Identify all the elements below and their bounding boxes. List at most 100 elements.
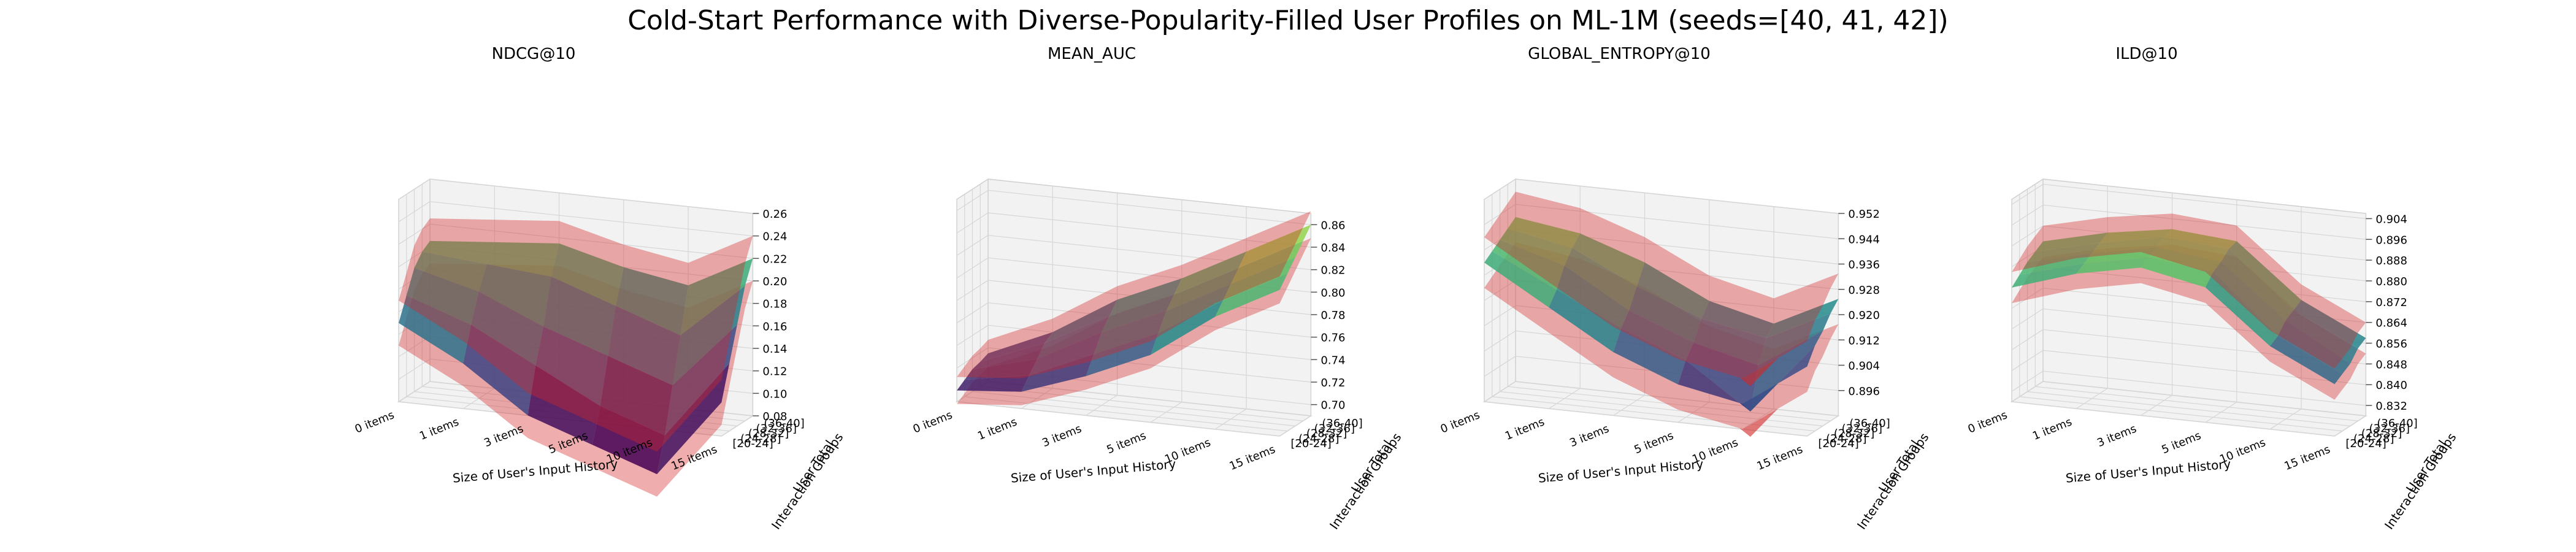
surface-band-face	[1166, 254, 1239, 298]
surface-band-face	[1677, 385, 1750, 437]
gridline	[2042, 183, 2366, 220]
surface-band-face	[478, 241, 551, 304]
x-tick-label: 3 items	[1568, 423, 1611, 450]
surface-band-face	[1549, 264, 1622, 328]
gridline	[429, 223, 753, 259]
surface-mean-face	[1557, 266, 1630, 329]
surface-band-face	[2141, 242, 2214, 272]
z-tick-label: 0.22	[762, 253, 787, 266]
surface-mean-face	[2141, 257, 2214, 288]
x-axis-label: Size of User's Input History	[1010, 456, 1176, 485]
surface-band-face	[616, 244, 689, 313]
surface-mean-face	[1021, 354, 1094, 392]
z-tick-label: 0.82	[1321, 264, 1345, 277]
surface-band-face	[2205, 287, 2278, 362]
surface-mean-face	[1150, 300, 1223, 355]
surface-mean-face	[957, 375, 1030, 392]
surface-mean-face	[1166, 267, 1239, 312]
surface-band-face	[2027, 227, 2100, 247]
surface-band-face	[964, 345, 1037, 367]
surface-mean-face	[2213, 261, 2286, 336]
y-tick-label: (24-28]	[1298, 432, 1339, 445]
panel-title: GLOBAL_ENTROPY@10	[1528, 45, 1711, 63]
surface-mean-face	[972, 342, 1045, 369]
z-tick-label: 0.872	[2375, 296, 2407, 309]
surface-band-face	[535, 304, 608, 384]
gridline	[2035, 386, 2358, 421]
surface-mean-face	[414, 251, 487, 292]
surface-band-face	[2141, 272, 2214, 303]
surface-mean-face	[2164, 229, 2237, 249]
surface-band-face	[2084, 231, 2157, 248]
surface-mean-face	[2156, 237, 2229, 262]
surface-band-face	[2099, 213, 2172, 228]
surface-mean-face	[1758, 313, 1831, 366]
surface-mean-face	[1238, 224, 1311, 268]
surface-band-face	[527, 343, 600, 423]
z-tick-label: 0.904	[1848, 360, 1880, 373]
surface-band-face	[1766, 273, 1839, 313]
surface-band-face	[1742, 320, 1815, 386]
surface-band-face	[2213, 246, 2286, 321]
y-tick-label: [20-24]	[1290, 437, 1331, 450]
surface-band-face	[2035, 217, 2108, 236]
gridline	[1515, 204, 1839, 239]
surface-band-face	[406, 245, 479, 302]
surface-band-face	[1613, 302, 1686, 359]
z-tick-label: 0.70	[1321, 399, 1345, 412]
z-tick-label: 0.24	[762, 231, 787, 243]
z-tick-label: 0.840	[2375, 379, 2407, 392]
z-tick-label: 0.26	[762, 208, 787, 221]
surface-band-face	[2076, 242, 2149, 258]
gridline	[1492, 396, 1815, 432]
surface-band-face	[2149, 231, 2221, 257]
surface-band-face	[600, 333, 673, 413]
surface-mean-face	[1677, 360, 1750, 412]
surface-band-face	[1215, 287, 1288, 331]
z-tick-label: 0.74	[1321, 354, 1345, 367]
surface-band-face	[1029, 318, 1102, 362]
gridline	[987, 381, 1311, 416]
surface-mean-face	[1621, 310, 1694, 361]
surface-mean-face	[1174, 251, 1247, 295]
surface-band-face	[551, 221, 624, 284]
x-tick-label: 1 items	[1503, 415, 1546, 443]
panel-3: GLOBAL_ENTROPY@10 0.896 0.904 0.912 0.920 0.9…	[1439, 45, 1932, 532]
surface-mean-face	[2019, 253, 2092, 275]
x-tick-label: 3 items	[2095, 423, 2138, 450]
surface-mean-face	[1693, 318, 1766, 366]
gridline	[964, 396, 1288, 432]
z-tick-label: 0.848	[2375, 358, 2407, 371]
surface-band-face	[972, 329, 1045, 356]
surface-band-face	[1572, 208, 1645, 261]
gridline	[987, 190, 1311, 225]
surface-band-face	[957, 362, 1030, 378]
gridline	[980, 386, 1303, 421]
surface-band-face	[1021, 340, 1094, 378]
surface-mean-face	[2149, 247, 2221, 272]
surface-band-face	[2293, 284, 2366, 333]
surface-mean-face	[1572, 233, 1645, 287]
panel-title: NDCG@10	[492, 45, 576, 63]
x-axis-label: Size of User's Input History	[1538, 456, 1704, 485]
surface-mean-face	[1230, 240, 1303, 285]
gridline	[1484, 401, 1807, 437]
surface-mean-face	[1766, 299, 1839, 339]
surface-mean-face	[471, 291, 544, 366]
surface-band-face	[2091, 221, 2164, 238]
surface-mean-face	[1636, 262, 1709, 319]
surface-band-face	[2277, 305, 2350, 359]
surface-band-face	[672, 263, 745, 363]
surface-band-face	[980, 318, 1053, 348]
surface-band-face	[608, 283, 681, 363]
surface-mean-face	[2285, 310, 2358, 364]
surface-mean-face	[2091, 237, 2164, 253]
surface-band-face	[1557, 240, 1630, 303]
surface-band-face	[1500, 203, 1573, 240]
y-tick-label: (32-36]	[2369, 422, 2410, 435]
surface-mean-face	[1549, 289, 1622, 353]
z-tick-label: 0.84	[1321, 242, 1345, 255]
y-tick-label: [20-24]	[2345, 437, 2386, 450]
surface-band-face	[2019, 237, 2092, 259]
y-tick-label: (32-36]	[1842, 422, 1882, 435]
